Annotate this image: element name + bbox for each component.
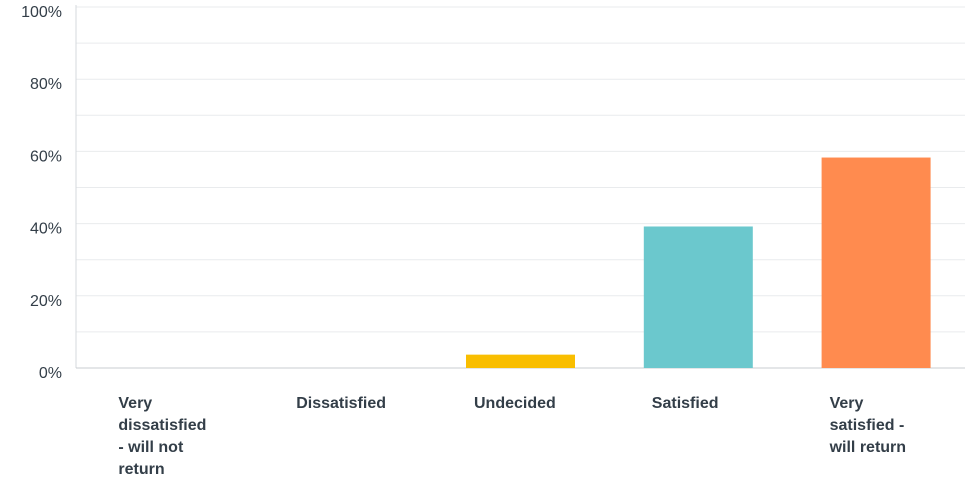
x-category-label-line: Very <box>830 395 864 412</box>
x-category-label: Satisfied <box>652 395 719 412</box>
y-axis: 0% 20% 40% 60% 80% 100% <box>21 4 965 382</box>
x-category-label-line: Very <box>118 395 152 412</box>
bar <box>821 157 931 368</box>
x-axis-labels: Very dissatisfied - will not return Dissatis… <box>118 395 906 478</box>
y-tick-label: 20% <box>30 293 62 310</box>
x-category-label: Very dissatisfied - will not return <box>118 395 206 478</box>
bars <box>466 157 931 368</box>
x-category-label-line: - will not <box>118 439 184 456</box>
x-category-label: Very satisfied - will return <box>829 395 906 456</box>
x-category-label: Undecided <box>474 395 556 412</box>
x-category-label: Dissatisfied <box>296 395 386 412</box>
x-category-label-line: Undecided <box>474 395 556 412</box>
x-category-label-line: satisfied - <box>830 417 905 434</box>
x-category-label-line: return <box>118 461 164 478</box>
bar <box>466 354 575 368</box>
y-tick-label: 60% <box>30 148 62 165</box>
x-category-label-line: will return <box>829 439 906 456</box>
y-tick-label: 100% <box>21 4 62 21</box>
x-category-label-line: Dissatisfied <box>296 395 386 412</box>
x-category-label-line: Satisfied <box>652 395 719 412</box>
x-category-label-line: dissatisfied <box>118 417 206 434</box>
y-tick-label: 40% <box>30 221 62 238</box>
y-tick-label: 0% <box>39 365 62 382</box>
y-tick-label: 80% <box>30 76 62 93</box>
bar <box>643 226 753 368</box>
gridlines <box>76 6 965 333</box>
